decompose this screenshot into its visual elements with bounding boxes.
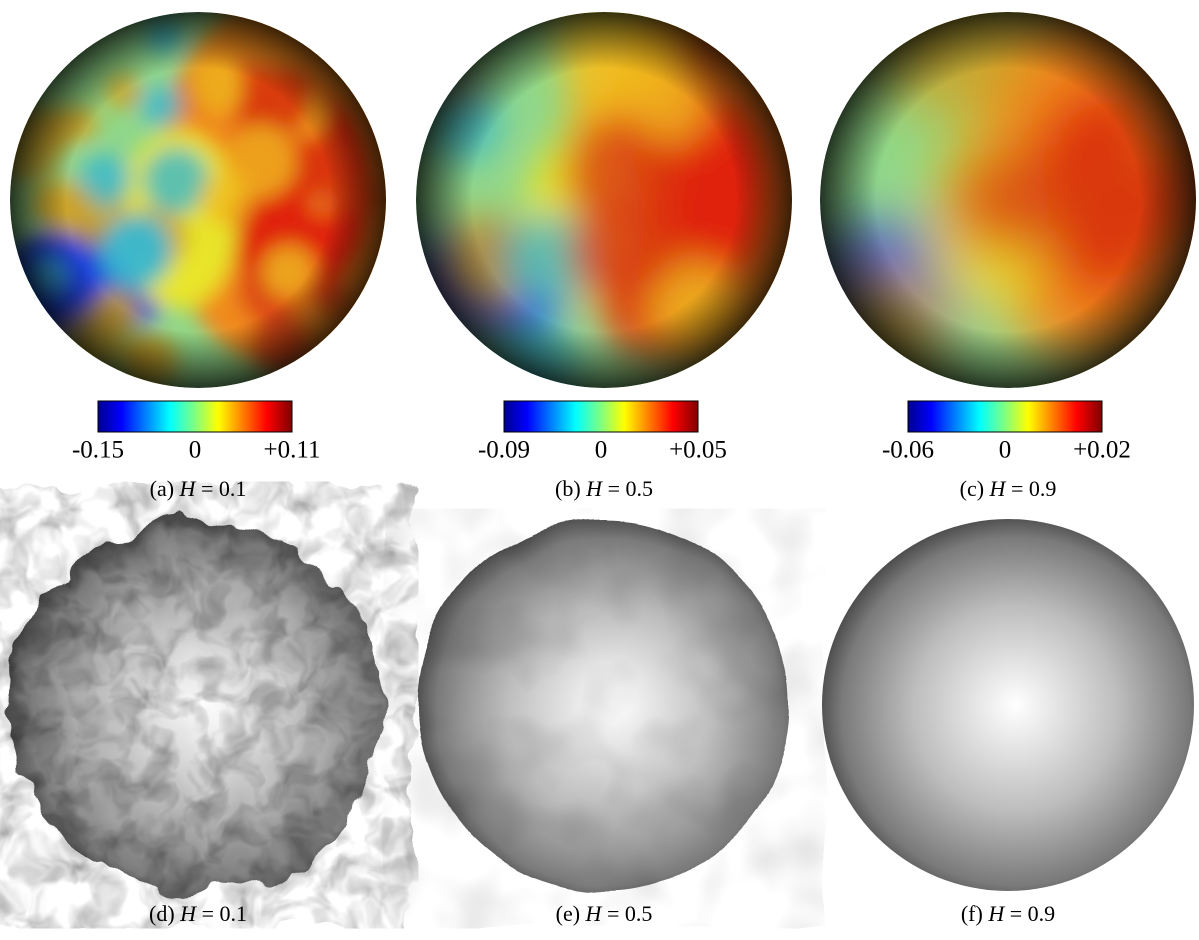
shading bbox=[416, 12, 792, 388]
caption-symbol: H bbox=[174, 476, 197, 501]
caption: (c) H = 0.9 bbox=[960, 476, 1057, 501]
caption-tag: (b) bbox=[555, 476, 581, 501]
caption-tag: (c) bbox=[960, 476, 984, 501]
shading bbox=[820, 12, 1196, 388]
caption-equation: = 0.5 bbox=[601, 901, 652, 926]
colorbar-mid: 0 bbox=[999, 437, 1012, 464]
caption-symbol: H bbox=[983, 901, 1006, 926]
colorbar-min: -0.09 bbox=[478, 437, 530, 464]
caption-equation: = 0.9 bbox=[1004, 901, 1055, 926]
shading bbox=[10, 12, 386, 388]
gray-sphere bbox=[822, 519, 1194, 891]
caption-equation: = 0.1 bbox=[196, 901, 247, 926]
caption: (b) H = 0.5 bbox=[555, 476, 653, 501]
colorbar-max: +0.02 bbox=[1073, 437, 1131, 464]
colored-sphere bbox=[10, 12, 386, 388]
surface-texture bbox=[420, 521, 788, 889]
gray-sphere bbox=[418, 519, 790, 891]
caption-tag: (a) bbox=[150, 476, 174, 501]
caption-symbol: H bbox=[580, 901, 603, 926]
caption-tag: (d) bbox=[149, 901, 175, 926]
colorbar-max: +0.11 bbox=[264, 437, 321, 464]
colorbar-min: -0.15 bbox=[72, 437, 124, 464]
colorbar bbox=[503, 400, 699, 433]
colorbar-mid: 0 bbox=[595, 437, 608, 464]
colored-sphere bbox=[820, 12, 1196, 388]
sphere bbox=[822, 519, 1194, 891]
caption-equation: = 0.5 bbox=[602, 476, 653, 501]
colorbar-max: +0.05 bbox=[669, 437, 727, 464]
caption-tag: (e) bbox=[556, 901, 580, 926]
gray-sphere bbox=[9, 519, 381, 891]
caption-equation: = 0.9 bbox=[1005, 476, 1056, 501]
caption-tag: (f) bbox=[961, 901, 983, 926]
caption-symbol: H bbox=[581, 476, 604, 501]
caption-symbol: H bbox=[175, 901, 198, 926]
surface-texture bbox=[11, 521, 379, 889]
colorbar bbox=[907, 400, 1103, 433]
caption-equation: = 0.1 bbox=[195, 476, 246, 501]
caption: (f) H = 0.9 bbox=[961, 901, 1055, 926]
caption: (d) H = 0.1 bbox=[149, 901, 247, 926]
colorbar bbox=[97, 400, 293, 433]
colorbar-min: -0.06 bbox=[882, 437, 934, 464]
colorbar-mid: 0 bbox=[189, 437, 202, 464]
caption: (a) H = 0.1 bbox=[150, 476, 247, 501]
caption: (e) H = 0.5 bbox=[556, 901, 653, 926]
caption-symbol: H bbox=[984, 476, 1007, 501]
colored-sphere bbox=[416, 12, 792, 388]
